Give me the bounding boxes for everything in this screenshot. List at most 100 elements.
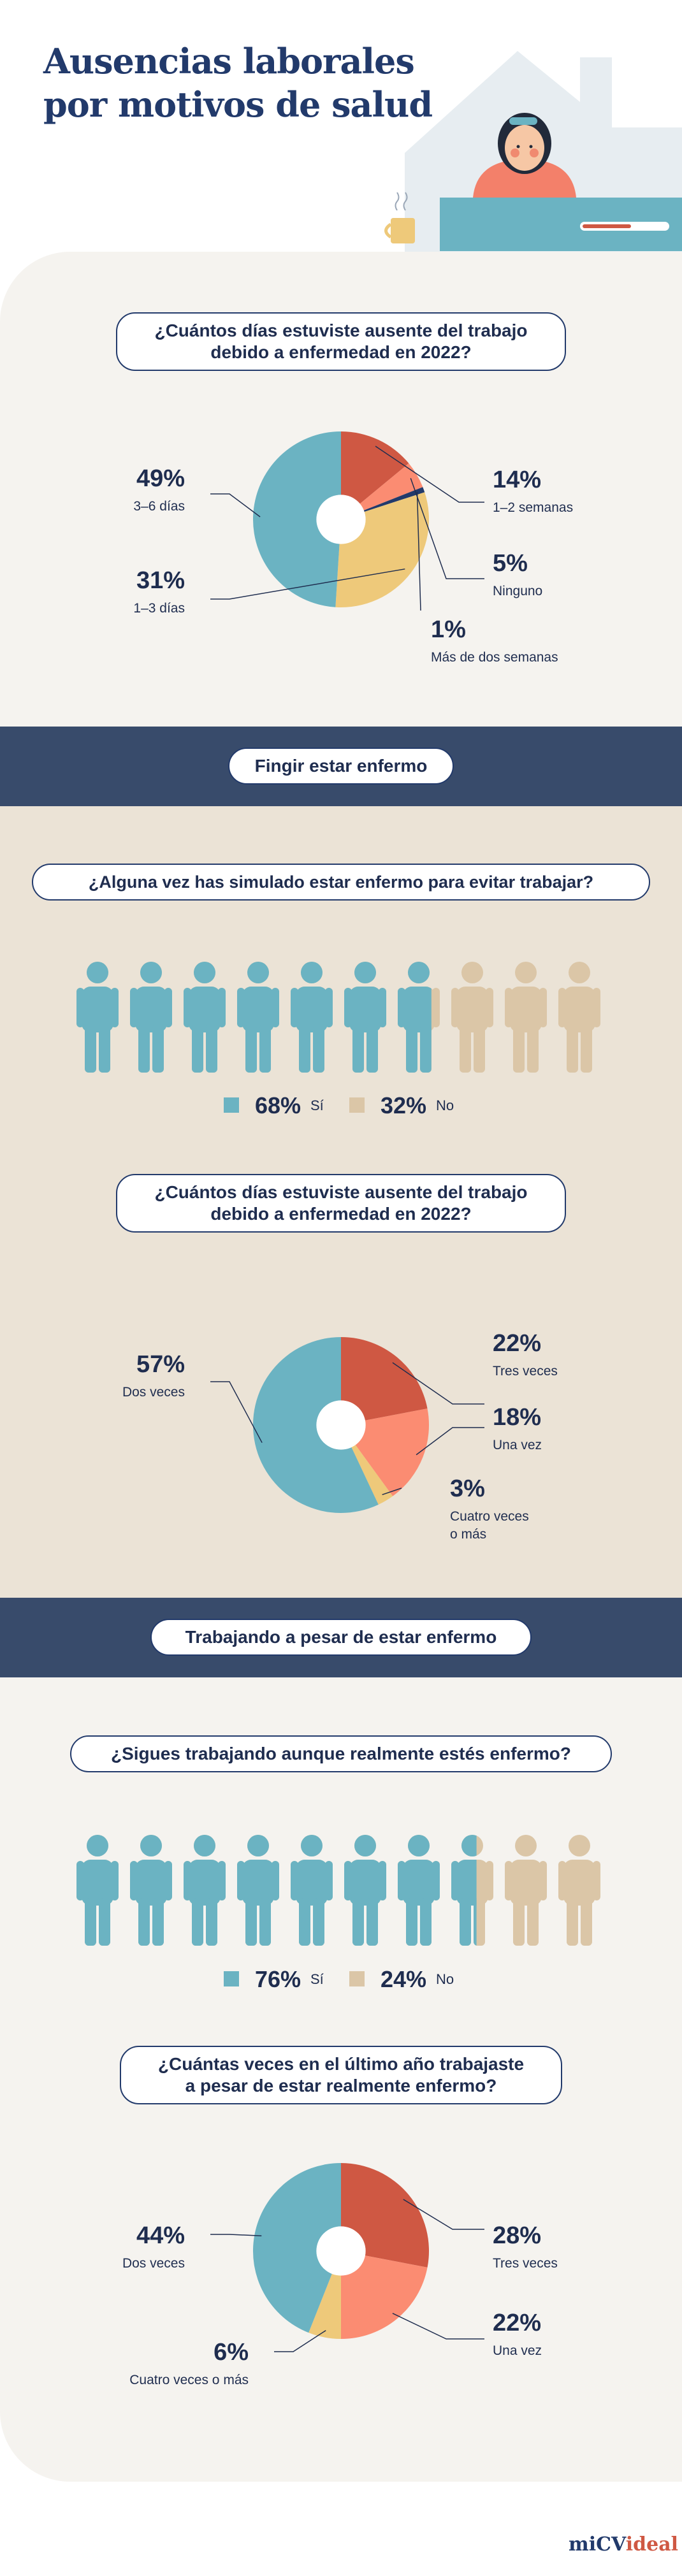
person-cheek-right [530, 148, 539, 157]
q4-yes-value: 76% [255, 1966, 301, 1992]
people-pictogram-1 [76, 962, 600, 1073]
leader-line-4 [210, 568, 405, 600]
q3-question: ¿Cuántos días estuviste ausente del trab… [116, 1174, 566, 1233]
sick-person-illustration [384, 51, 682, 261]
person-icon [398, 1835, 440, 1946]
leader-line-3 [416, 491, 421, 611]
q5-question: ¿Cuántas veces en el último año trabajas… [120, 2046, 562, 2104]
q2-yes-value: 68% [255, 1092, 301, 1118]
legend-yes-swatch-2 [224, 1971, 239, 1986]
person-icon [237, 1835, 279, 1946]
leader-line-2 [410, 478, 484, 579]
ice-pack [509, 117, 537, 125]
pie-chart-1: 14% 1–2 semanas 5% Ninguno 1% Más de dos sema… [133, 431, 573, 665]
q5-question-line-2: a pesar de estar realmente enfermo? [185, 2076, 497, 2095]
leader-line-2 [392, 2313, 484, 2340]
slice-label-2: Una vez [493, 1438, 542, 1452]
pie-center-hole [316, 495, 366, 544]
q2-yes-label: Sí [310, 1097, 324, 1113]
legend-no-swatch-1 [349, 1097, 365, 1113]
person-icon [451, 962, 493, 1073]
person-icon [291, 962, 333, 1073]
brand-part-1: mi [569, 2533, 597, 2556]
pct-label-2: 5% [493, 550, 528, 577]
q3-question-line-1: ¿Cuántos días estuviste ausente del trab… [154, 1182, 528, 1202]
pct-label-2: 22% [493, 2310, 541, 2336]
pie-center-hole [316, 2226, 366, 2276]
page-title: Ausencias laborales por motivos de salud [43, 40, 433, 126]
person-icon [130, 962, 172, 1073]
pie-center-hole [316, 1400, 366, 1450]
person-body [473, 159, 576, 198]
pct-label-3: 6% [214, 2339, 249, 2366]
leader-line-3 [274, 2330, 326, 2352]
person-icon [505, 1835, 547, 1946]
pie-chart-2: 22% Tres veces 18% Una vez 3% Cuatro veces o m… [122, 1330, 558, 1542]
title-line-2: por motivos de salud [43, 84, 433, 125]
q2-no-value: 32% [381, 1092, 427, 1118]
q4-yes-label: Sí [310, 1971, 324, 1987]
person-icon [558, 962, 600, 1073]
pie-slice-5 [252, 431, 341, 607]
person-icon [505, 962, 547, 1073]
slice-label-1: 1–2 semanas [493, 500, 573, 515]
band-1-label: Fingir estar enfermo [228, 748, 454, 785]
q2-no-label: No [436, 1097, 454, 1113]
leader-line-5 [210, 493, 261, 517]
brand-part-2: CV [596, 2533, 626, 2556]
pie-slice-4 [253, 2163, 341, 2333]
pie-chart-3: 28% Tres veces 22% Una vez 6% Cuatro veces o … [122, 2163, 558, 2387]
pie-slice-1 [341, 431, 409, 519]
slice-label-3-line-2: o más [450, 1527, 486, 1542]
slice-label-1: Tres veces [493, 2256, 558, 2271]
slice-label-2: Una vez [493, 2343, 542, 2358]
leader-line-2 [416, 1427, 484, 1456]
leader-line-4 [210, 2234, 262, 2236]
legend-no-swatch-2 [349, 1971, 365, 1986]
title-line-1: Ausencias laborales [43, 41, 415, 82]
leader-line-4 [210, 1381, 263, 1444]
pct-label-1: 28% [493, 2222, 541, 2249]
person-icon [76, 962, 119, 1073]
person-icon [184, 962, 226, 1073]
person-icon [344, 1835, 386, 1946]
band-2-label: Trabajando a pesar de estar enfermo [150, 1619, 532, 1656]
slice-label-4: Dos veces [122, 2256, 185, 2271]
q1-question-line-1: ¿Cuántos días estuviste ausente del trab… [154, 321, 528, 340]
pct-label-3: 3% [450, 1475, 485, 1502]
pct-label-2: 18% [493, 1404, 541, 1431]
q4-question: ¿Sigues trabajando aunque realmente esté… [70, 1735, 612, 1772]
pct-label-4: 44% [136, 2222, 185, 2249]
brand-part-3: ideal [625, 2533, 679, 2556]
q4-no-value: 24% [381, 1966, 427, 1992]
slice-label-3-line-1: Cuatro veces [450, 1509, 529, 1524]
slice-label-1: Tres veces [493, 1364, 558, 1378]
person-icon [344, 962, 386, 1073]
mug [391, 218, 415, 243]
slice-label-3: Más de dos semanas [431, 650, 558, 665]
person-cheek-left [511, 148, 519, 157]
person-icon [130, 1835, 172, 1946]
leader-line-1 [375, 445, 484, 503]
q4-no-label: No [436, 1971, 454, 1987]
pie-slice-2 [341, 463, 423, 519]
pie-slice-2 [341, 2251, 428, 2339]
leader-line-1 [403, 2199, 484, 2230]
person-icon [398, 962, 440, 1073]
slice-label-4: Dos veces [122, 1385, 185, 1400]
pct-label-1: 14% [493, 467, 541, 493]
people-pictogram-2 [76, 1835, 600, 1946]
slice-label-4: 1–3 días [133, 601, 185, 616]
pct-label-3: 1% [431, 616, 466, 643]
slice-label-5: 3–6 días [133, 499, 185, 514]
pct-label-4: 31% [136, 567, 185, 594]
person-icon [558, 1835, 600, 1946]
person-icon [76, 1835, 119, 1946]
q1-question: ¿Cuántos días estuviste ausente del trab… [116, 312, 566, 371]
legend-yes-swatch-1 [224, 1097, 239, 1113]
person-icon [451, 1835, 493, 1946]
q1-question-line-2: debido a enfermedad en 2022? [210, 342, 472, 362]
slice-label-3: Cuatro veces o más [129, 2373, 249, 2387]
pie-slice-4 [253, 1337, 379, 1513]
q2-question: ¿Alguna vez has simulado estar enfermo p… [32, 864, 650, 901]
